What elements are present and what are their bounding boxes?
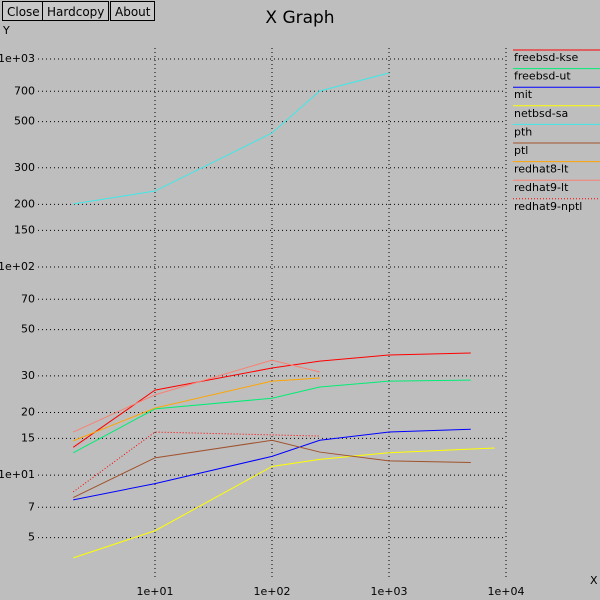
x-tick-label: 1e+02	[254, 585, 291, 598]
y-tick-label: 1e+01	[0, 468, 35, 481]
legend-label: redhat8-lt	[514, 163, 569, 176]
chart-title: X Graph	[265, 8, 334, 28]
series-line	[72, 379, 471, 454]
hardcopy-button[interactable]: Hardcopy	[42, 1, 110, 21]
legend-label: redhat9-nptl	[514, 200, 582, 213]
legend-label: pth	[514, 125, 532, 138]
y-tick-label: 7	[28, 500, 35, 513]
y-tick-label: 150	[14, 223, 35, 236]
y-tick-label: 5	[28, 531, 35, 544]
x-tick-label: 1e+04	[488, 585, 525, 598]
y-tick-label: 500	[14, 115, 35, 128]
legend-label: mit	[514, 88, 533, 101]
legend-label: freebsd-ut	[514, 70, 571, 83]
y-tick-label: 70	[21, 292, 35, 305]
series-line	[73, 377, 320, 442]
y-tick-label: 300	[14, 161, 35, 174]
y-tick-label: 15	[21, 431, 35, 444]
y-tick-label: 30	[21, 369, 35, 382]
y-tick-label: 1e+02	[0, 260, 35, 273]
legend-label: freebsd-kse	[514, 51, 578, 64]
y-tick-label: 20	[21, 405, 35, 418]
legend-label: ptl	[514, 144, 528, 157]
series-line	[73, 439, 471, 498]
y-axis-label: Y	[2, 24, 10, 37]
y-tick-label: 200	[14, 197, 35, 210]
legend-label: redhat9-lt	[514, 181, 569, 194]
series-line	[73, 447, 495, 559]
x-tick-label: 1e+01	[137, 585, 174, 598]
about-button[interactable]: About	[110, 1, 156, 21]
series-line	[73, 428, 471, 501]
series-line	[72, 431, 320, 493]
legend-label: netbsd-sa	[514, 107, 568, 120]
series-line	[73, 359, 320, 433]
y-tick-label: 700	[14, 84, 35, 97]
y-tick-label: 1e+03	[0, 52, 35, 65]
x-tick-label: 1e+03	[371, 585, 408, 598]
series-line	[73, 72, 390, 205]
y-tick-label: 50	[21, 323, 35, 336]
x-axis-label: X	[590, 574, 598, 587]
series-line	[72, 352, 471, 448]
